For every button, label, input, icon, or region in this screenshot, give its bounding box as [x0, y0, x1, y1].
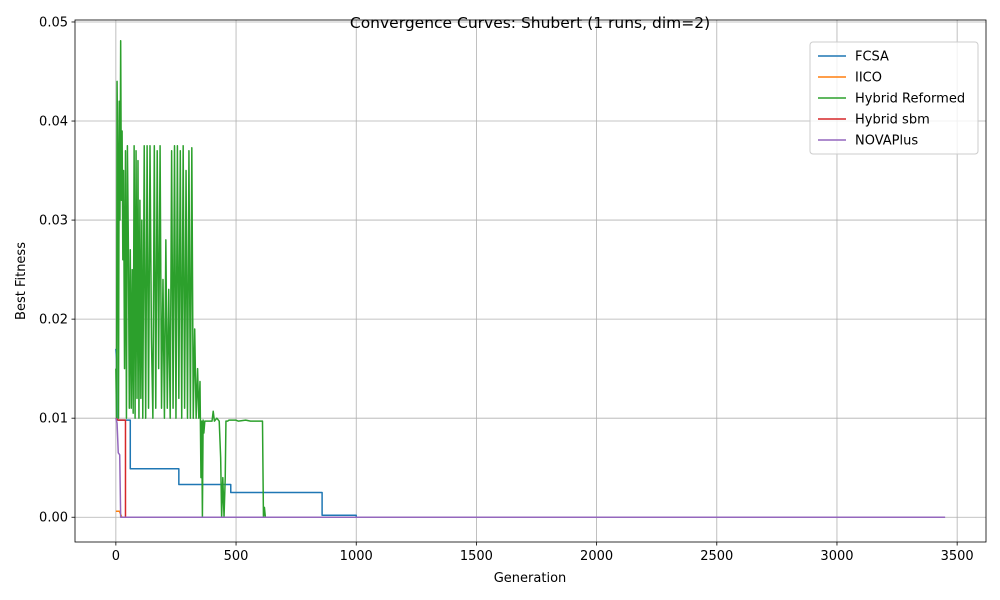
tick-layer: 0 500 1000 1500 2000 2500 3000 3500 0.00 0.01 0.02…: [39, 15, 974, 564]
chart-title: Convergence Curves: Shubert (1 runs, dim…: [350, 14, 710, 32]
x-tick-label: 2000: [580, 549, 613, 564]
x-axis-label: Generation: [494, 571, 567, 586]
y-tick-label: 0.03: [39, 214, 68, 229]
series-line-hybrid-reformed: [115, 40, 357, 518]
y-axis-label: Best Fitness: [14, 242, 29, 320]
y-tick-label: 0.05: [39, 15, 68, 30]
x-tick-label: 3500: [941, 549, 974, 564]
y-tick-label: 0.01: [39, 412, 68, 427]
grid-layer: [75, 20, 986, 542]
x-tick-label: 1000: [340, 549, 373, 564]
y-tick-label: 0.00: [39, 511, 68, 526]
legend-label-fcsa: FCSA: [855, 50, 889, 65]
legend-label-hybrid-reformed: Hybrid Reformed: [855, 92, 965, 107]
plot-frame: [74, 19, 987, 543]
legend-label-iico: IICO: [855, 71, 882, 86]
x-tick-label: 500: [224, 549, 249, 564]
x-tick-label: 1500: [460, 549, 493, 564]
legend-label-hybrid-sbm: Hybrid sbm: [855, 113, 930, 128]
legend-box: [809, 41, 979, 155]
legend: FCSA IICO Hybrid Reformed Hybrid sbm NOVAPlu…: [809, 41, 979, 155]
y-tick-label: 0.04: [39, 115, 68, 130]
x-tick-label: 3000: [820, 549, 853, 564]
y-tick-label: 0.02: [39, 313, 68, 328]
series-line-novaplus: [115, 418, 946, 518]
series-layer: [115, 40, 946, 518]
x-tick-label: 2500: [700, 549, 733, 564]
legend-label-novaplus: NOVAPlus: [855, 134, 918, 149]
x-tick-label: 0: [112, 549, 120, 564]
